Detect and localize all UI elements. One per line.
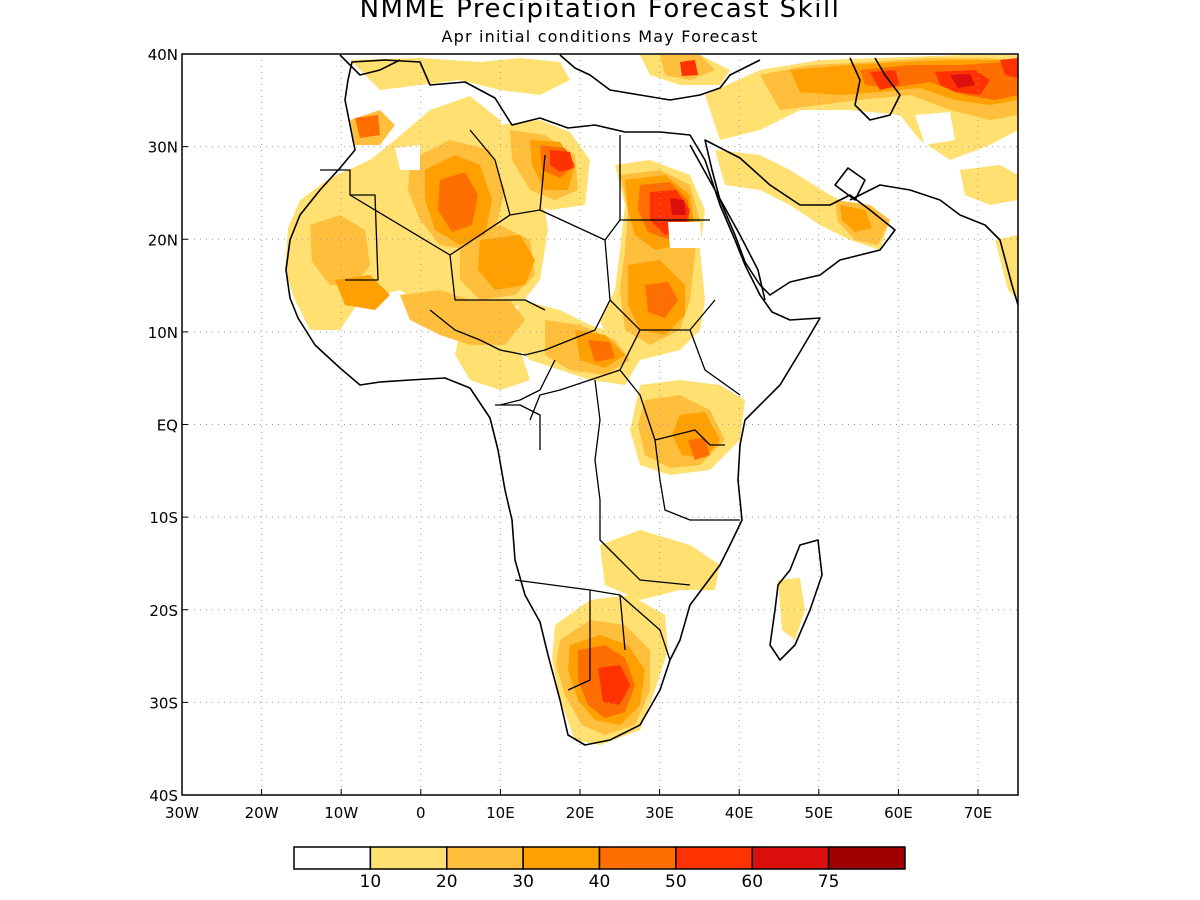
europe-coastline xyxy=(339,54,761,101)
x-tick-label: 60E xyxy=(884,804,913,822)
colorbar-label: 40 xyxy=(589,872,611,892)
caspian-coastline xyxy=(849,57,901,121)
shade-libya-5 xyxy=(550,150,574,172)
skill-shading xyxy=(285,55,1018,745)
x-tick-label: 0 xyxy=(416,804,426,822)
colorbar-labels: 10 20 30 40 50 60 75 xyxy=(360,872,840,892)
x-tick-label: 50E xyxy=(805,804,834,822)
shade-iran-6 xyxy=(950,74,975,88)
colorbar-box xyxy=(446,846,524,870)
colorbar-box xyxy=(293,846,372,870)
x-tick-label: 40E xyxy=(725,804,754,822)
y-axis-ticks: 40N 30N 20N 10N EQ 10S 20S 30S 40S xyxy=(148,46,188,805)
shade-madagascar xyxy=(778,578,805,640)
colorbar-box xyxy=(369,846,448,870)
shade-lakes-4 xyxy=(688,438,710,460)
shade-india-north xyxy=(960,165,1018,205)
gap-west xyxy=(395,145,420,170)
shade-nw-4 xyxy=(355,115,380,138)
asia-coastline xyxy=(849,184,1018,306)
shade-sahel-2 xyxy=(400,290,525,345)
x-tick-label: 20E xyxy=(566,804,595,822)
shade-med xyxy=(350,58,570,95)
madagascar-coastline xyxy=(769,539,823,661)
grid-lines xyxy=(182,54,1018,795)
y-tick-label: 20N xyxy=(148,231,178,249)
shade-nigeria-3 xyxy=(478,235,535,290)
shade-sahara-4 xyxy=(438,172,478,232)
skill-gaps xyxy=(395,112,955,248)
map-title: NMME Precipitation Forecast Skill xyxy=(359,0,841,24)
x-tick-label: 20W xyxy=(245,804,279,822)
y-tick-label: 10S xyxy=(149,509,178,527)
gap-iran xyxy=(915,112,955,145)
shade-sahel-3 xyxy=(335,275,390,310)
shade-car-4 xyxy=(588,340,615,362)
y-tick-label: EQ xyxy=(157,417,178,435)
shade-sudan-south-4 xyxy=(645,282,678,318)
colorbar-boxes xyxy=(293,846,906,870)
map-subtitle: Apr initial conditions May Forecast xyxy=(441,27,759,46)
x-tick-label: 30E xyxy=(645,804,674,822)
colorbar-box xyxy=(675,846,753,870)
shade-iran-5c xyxy=(1000,58,1018,78)
colorbar-label: 30 xyxy=(512,872,534,892)
y-tick-label: 30S xyxy=(149,694,178,712)
y-tick-label: 40N xyxy=(148,46,178,64)
y-tick-label: 40S xyxy=(149,787,178,805)
x-tick-label: 10W xyxy=(324,804,358,822)
skill-level-6 xyxy=(670,74,975,215)
shade-sudan-6 xyxy=(670,198,686,215)
shade-med-5 xyxy=(680,60,698,76)
x-tick-label: 70E xyxy=(964,804,993,822)
shade-oman-3 xyxy=(840,205,872,232)
red-sea xyxy=(689,144,766,301)
colorbar-box xyxy=(522,846,601,870)
border-lines xyxy=(320,129,741,691)
gap-sudan xyxy=(668,222,702,248)
colorbar-label: 50 xyxy=(665,872,687,892)
colorbar-label: 60 xyxy=(741,872,763,892)
colorbar-label: 75 xyxy=(818,872,840,892)
persian-gulf xyxy=(834,167,866,201)
arabia-coastline xyxy=(704,139,896,296)
y-tick-label: 30N xyxy=(148,139,178,157)
y-tick-label: 20S xyxy=(149,602,178,620)
colorbar-box xyxy=(751,846,830,870)
colorbar-label: 20 xyxy=(436,872,458,892)
y-tick-label: 10N xyxy=(148,324,178,342)
shade-mauritania-2 xyxy=(310,215,370,285)
colorbar-box xyxy=(827,846,906,870)
x-tick-label: 30W xyxy=(165,804,199,822)
colorbar-box xyxy=(598,846,677,870)
shade-lakes-3 xyxy=(672,412,720,458)
x-axis-ticks: 30W 20W 10W 0 10E 20E 30E 40E 50E 60E 70E xyxy=(165,789,992,822)
x-tick-label: 10E xyxy=(486,804,515,822)
shade-za-5 xyxy=(598,665,630,705)
colorbar-label: 10 xyxy=(360,872,382,892)
map-outlines xyxy=(285,54,1018,746)
